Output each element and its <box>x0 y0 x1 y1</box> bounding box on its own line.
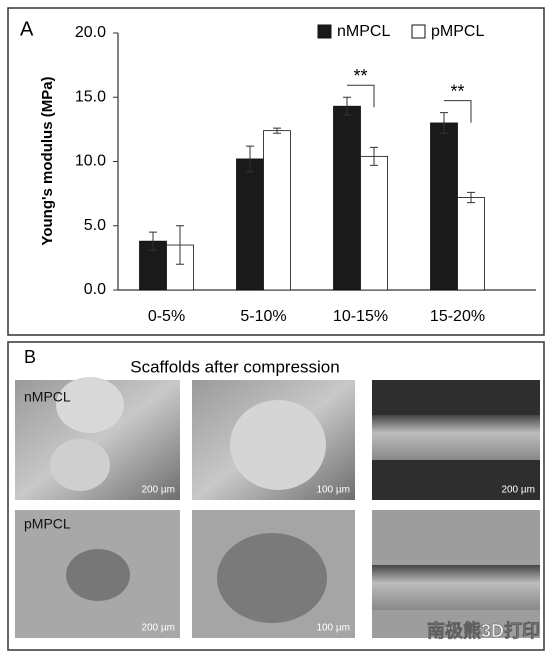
row-label: nMPCL <box>24 389 71 405</box>
x-tick-label: 15-20% <box>430 308 485 325</box>
scale-bar-label: 100 µm <box>316 485 350 496</box>
scale-bar-label: 200 µm <box>141 485 175 496</box>
fiber <box>50 439 110 491</box>
bar <box>457 197 485 291</box>
micrographs <box>15 377 540 638</box>
y-tick-label: 5.0 <box>84 217 106 234</box>
y-tick-label: 0.0 <box>84 281 106 298</box>
fiber <box>217 533 327 623</box>
x-tick-label: 10-15% <box>333 308 388 325</box>
error-bar <box>149 231 157 251</box>
panel-title: Scaffolds after compression <box>130 357 339 376</box>
scale-bar-label: 200 µm <box>501 485 535 496</box>
legend-swatch <box>317 24 332 39</box>
annotation: ** <box>450 81 464 101</box>
watermark: 南极熊3D打印 <box>427 620 540 641</box>
error-bar <box>343 96 351 116</box>
y-tick-label: 20.0 <box>75 24 106 41</box>
panel-b-frame <box>7 341 545 651</box>
panel-label: B <box>24 347 36 367</box>
bar <box>333 105 361 291</box>
x-tick-label: 5-10% <box>240 308 286 325</box>
fiber <box>372 565 540 610</box>
error-bar <box>370 146 378 166</box>
fiber <box>56 377 124 433</box>
panel-label: A <box>20 18 34 40</box>
bar <box>263 130 291 291</box>
legend-label: pMPCL <box>431 23 484 40</box>
bar <box>360 155 388 291</box>
x-tick-label: 0-5% <box>148 308 185 325</box>
fiber <box>230 400 326 490</box>
fiber <box>372 415 540 460</box>
error-bar <box>246 145 254 173</box>
significance-bracket <box>444 100 472 123</box>
error-bar <box>440 112 448 134</box>
annotation: ** <box>353 66 367 86</box>
y-tick-label: 10.0 <box>75 153 106 170</box>
row-label: pMPCL <box>24 516 71 532</box>
panel-a-frame <box>7 7 545 336</box>
error-bar <box>273 127 281 134</box>
significance-bracket <box>347 84 375 108</box>
error-bar <box>176 225 184 265</box>
y-tick-label: 15.0 <box>75 88 106 105</box>
fiber <box>66 549 130 601</box>
y-axis-label: Young's modulus (MPa) <box>39 76 56 245</box>
legend-swatch <box>411 24 426 39</box>
error-bar <box>467 191 475 204</box>
chart: 0.0 5.0 10.0 15.0 20.0 0-5% 5-10% 10-15% 15-20% *… <box>75 23 536 325</box>
scale-bar-label: 200 µm <box>141 623 175 634</box>
legend-label: nMPCL <box>337 23 390 40</box>
bar <box>430 122 458 291</box>
bar <box>236 158 264 291</box>
scale-bar-label: 100 µm <box>316 623 350 634</box>
